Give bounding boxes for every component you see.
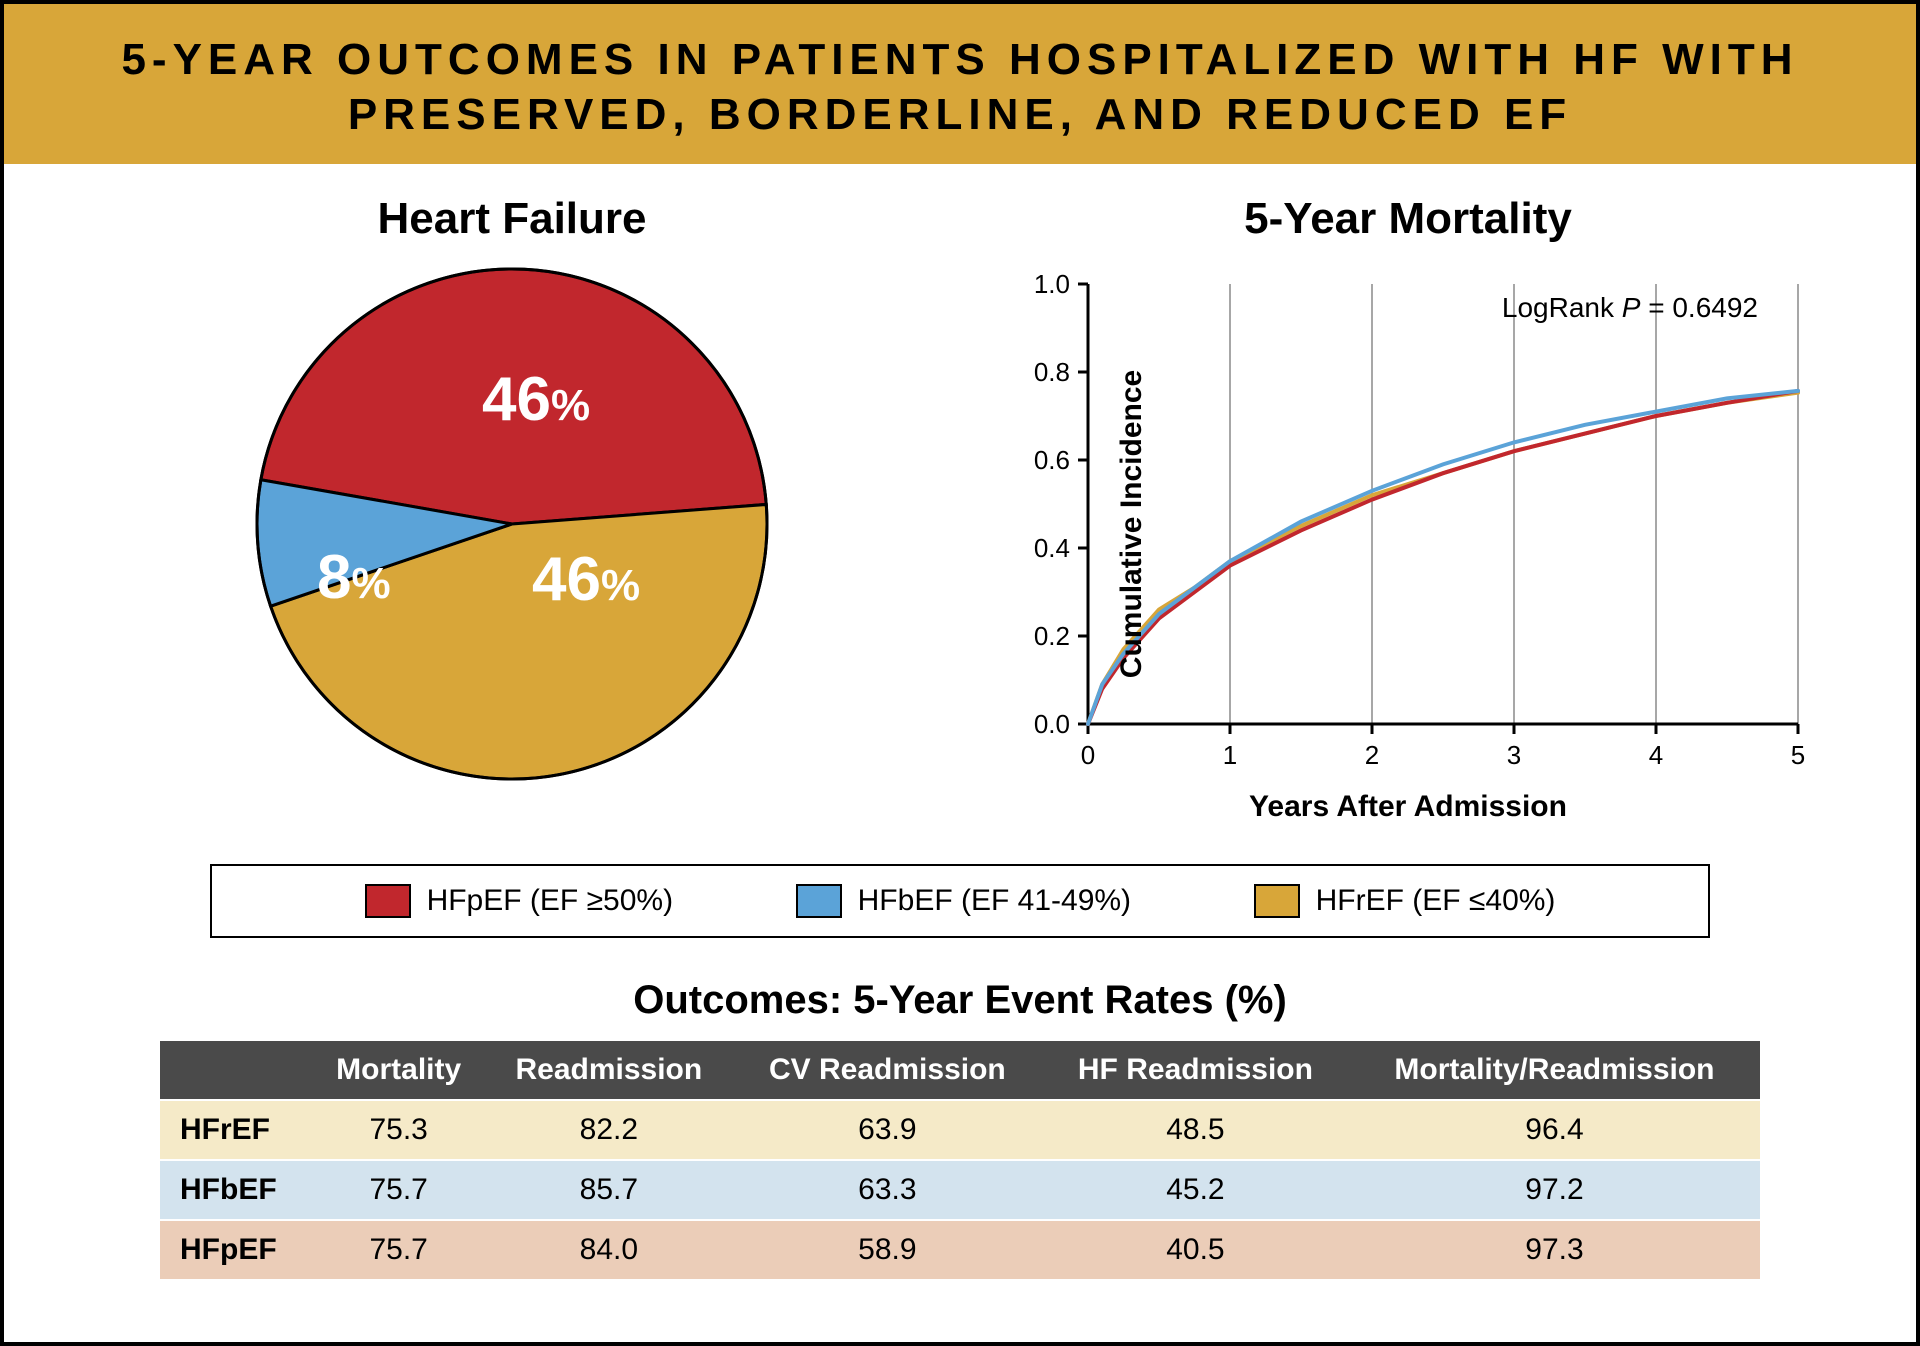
xtick-label: 5 [1791,740,1805,770]
mortality-title: 5-Year Mortality [990,194,1826,244]
x-axis-label: Years After Admission [998,790,1818,824]
xtick-label: 2 [1365,740,1379,770]
table-cell: 96.4 [1349,1100,1760,1160]
legend-swatch [365,884,411,918]
legend-label: HFbEF (EF 41-49%) [858,884,1131,918]
legend-item: HFpEF (EF ≥50%) [365,884,674,918]
title-bar: 5-YEAR OUTCOMES IN PATIENTS HOSPITALIZED… [4,4,1916,164]
row-label: HFbEF [160,1160,312,1220]
table-header-cell: Readmission [485,1041,733,1100]
table-header-cell: HF Readmission [1042,1041,1349,1100]
series-hfpef [1088,391,1798,724]
table-cell: 85.7 [485,1160,733,1220]
xtick-label: 0 [1081,740,1095,770]
row-label: HFpEF [160,1220,312,1279]
legend-swatch [1254,884,1300,918]
ytick-label: 0.0 [1034,709,1070,739]
table-row: HFpEF75.784.058.940.597.3 [160,1220,1760,1279]
series-hfbef [1088,391,1798,724]
table-cell: 58.9 [733,1220,1042,1279]
pie-label-hfpef: 46% [482,364,590,435]
y-axis-label: Cumulative Incidence [1115,370,1149,678]
table-cell: 97.2 [1349,1160,1760,1220]
table-cell: 48.5 [1042,1100,1349,1160]
ytick-label: 0.4 [1034,533,1070,563]
table-cell: 97.3 [1349,1220,1760,1279]
xtick-label: 4 [1649,740,1663,770]
table-cell: 84.0 [485,1220,733,1279]
table-cell: 63.9 [733,1100,1042,1160]
table-row: HFbEF75.785.763.345.297.2 [160,1160,1760,1220]
table-cell: 75.7 [312,1220,484,1279]
legend-item: HFrEF (EF ≤40%) [1254,884,1556,918]
pie-chart: 46% 46% 8% [252,264,772,784]
pie-panel: Heart Failure 46% 46% 8% [94,194,930,784]
table-row: HFrEF75.382.263.948.596.4 [160,1100,1760,1160]
outcomes-table: MortalityReadmissionCV ReadmissionHF Rea… [160,1041,1760,1279]
table-header-cell: Mortality [312,1041,484,1100]
xtick-label: 3 [1507,740,1521,770]
main-title: 5-YEAR OUTCOMES IN PATIENTS HOSPITALIZED… [44,32,1876,142]
figure-frame: 5-YEAR OUTCOMES IN PATIENTS HOSPITALIZED… [0,0,1920,1346]
mortality-panel: 5-Year Mortality Cumulative Incidence 0 1… [990,194,1826,824]
table-cell: 45.2 [1042,1160,1349,1220]
series-hfref [1088,393,1798,724]
pie-svg [252,264,772,784]
legend-swatch [796,884,842,918]
table-header-cell: CV Readmission [733,1041,1042,1100]
table-header-cell: Mortality/Readmission [1349,1041,1760,1100]
table-title: Outcomes: 5-Year Event Rates (%) [94,978,1826,1023]
legend-label: HFrEF (EF ≤40%) [1316,884,1556,918]
table-cell: 75.7 [312,1160,484,1220]
ytick-label: 0.2 [1034,621,1070,651]
legend: HFpEF (EF ≥50%) HFbEF (EF 41-49%) HFrEF (E… [210,864,1710,938]
ytick-label: 0.8 [1034,357,1070,387]
mortality-chart: Cumulative Incidence 0 1 2 3 4 5 0.0 0.2 0.4 0.6 0… [998,264,1818,784]
table-cell: 75.3 [312,1100,484,1160]
pie-label-hfbef: 8% [317,542,391,613]
content-area: Heart Failure 46% 46% 8% 5-Year Mortality … [4,164,1916,1309]
top-row: Heart Failure 46% 46% 8% 5-Year Mortality … [94,194,1826,824]
legend-item: HFbEF (EF 41-49%) [796,884,1131,918]
pie-label-hfref: 46% [532,544,640,615]
pie-title: Heart Failure [94,194,930,244]
table-header-cell [160,1041,312,1100]
table-cell: 40.5 [1042,1220,1349,1279]
legend-label: HFpEF (EF ≥50%) [427,884,674,918]
ytick-label: 0.6 [1034,445,1070,475]
logrank-annotation: LogRank P = 0.6492 [1502,292,1758,324]
ytick-label: 1.0 [1034,269,1070,299]
xtick-label: 1 [1223,740,1237,770]
table-cell: 82.2 [485,1100,733,1160]
table-cell: 63.3 [733,1160,1042,1220]
row-label: HFrEF [160,1100,312,1160]
pie-wrap: 46% 46% 8% [94,264,930,784]
